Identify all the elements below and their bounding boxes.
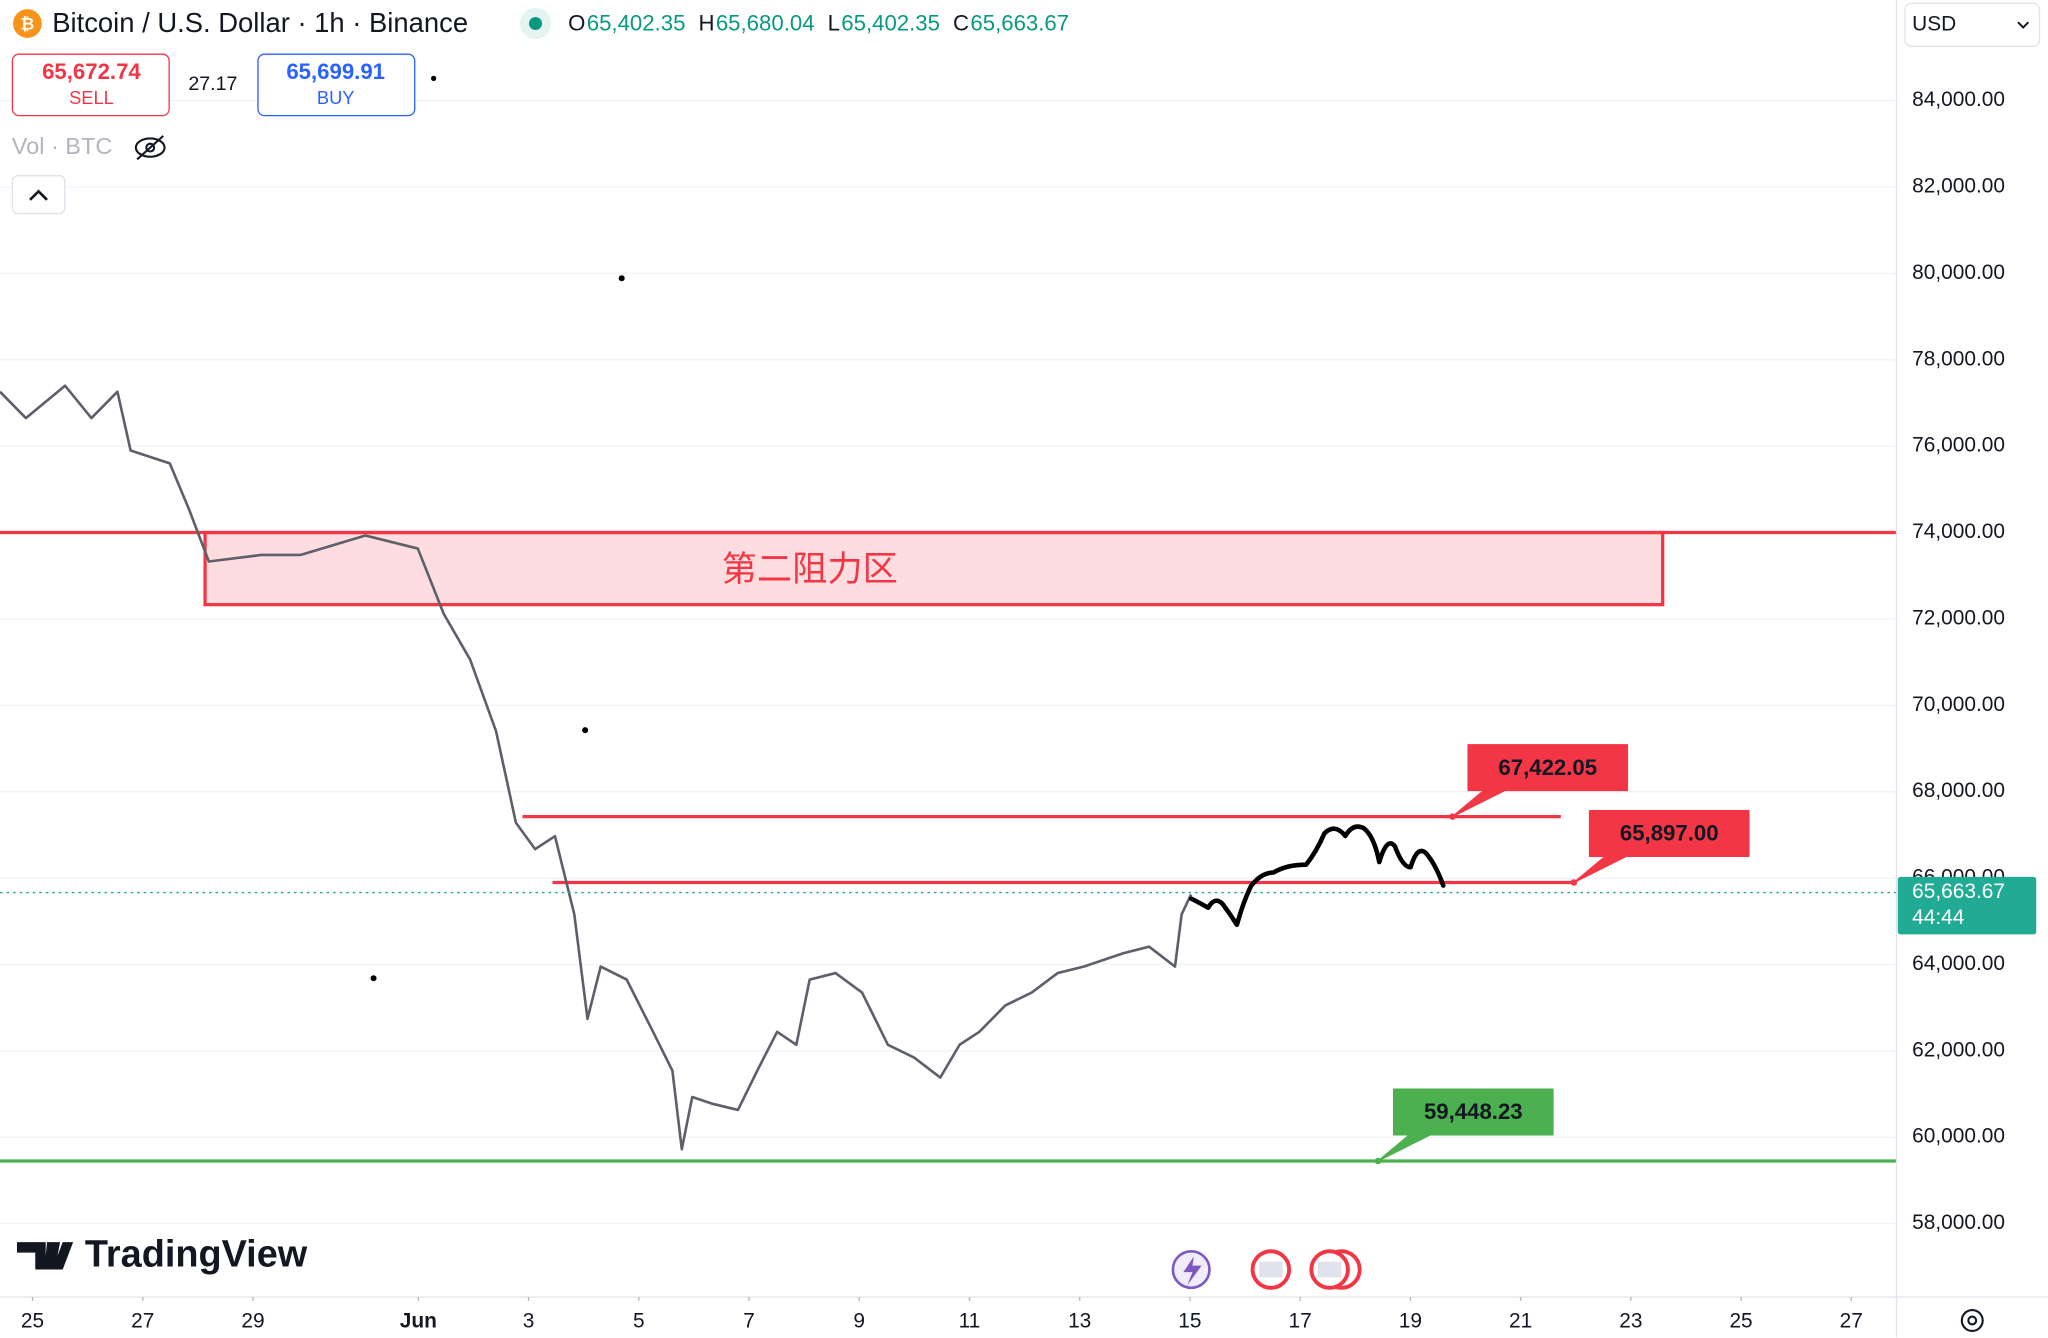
x-tick-label: 11 [959, 1309, 981, 1332]
currency-select[interactable] [1904, 2, 2041, 48]
y-tick-label: 68,000.00 [1912, 779, 2005, 802]
ohlc-value: 65,663.67 [970, 11, 1069, 36]
y-tick-label: 72,000.00 [1912, 606, 2005, 629]
y-tick-label: 82,000.00 [1912, 175, 2005, 198]
x-tick-label: 27 [131, 1309, 154, 1332]
buy-label: BUY [317, 87, 355, 108]
callout-label: 65,897.00 [1620, 821, 1719, 846]
flag [1259, 1261, 1283, 1278]
y-tick-label: 58,000.00 [1912, 1211, 2005, 1234]
x-tick-label: 13 [1068, 1309, 1091, 1332]
hide-icon[interactable] [134, 135, 166, 161]
y-tick-label: 60,000.00 [1912, 1125, 2005, 1148]
callout [1573, 810, 1750, 884]
callout-label: 59,448.23 [1424, 1099, 1523, 1124]
x-tick-label: 9 [853, 1309, 865, 1332]
zone-label: 第二阻力区 [722, 549, 898, 590]
market-status-dot [528, 16, 543, 31]
y-tick-label: 84,000.00 [1912, 88, 2005, 111]
price [0, 384, 1897, 1151]
axes: 58,000.0060,000.0062,000.0064,000.0066,0… [21, 88, 2037, 1332]
x-tick-label: 25 [1729, 1309, 1752, 1332]
callout [1377, 1088, 1554, 1162]
brand: TradingView [85, 1233, 308, 1275]
collapse-icon [29, 189, 48, 201]
ohlc-key: O [568, 11, 585, 36]
x-tick-label: 3 [523, 1309, 535, 1332]
events-glyph [1183, 1256, 1202, 1286]
sell-button[interactable] [11, 53, 170, 117]
spread: 27.17 [188, 73, 237, 95]
y-tick-label: 78,000.00 [1912, 347, 2005, 370]
countdown: 44:44 [1912, 906, 1964, 929]
dot [582, 727, 589, 734]
ohlc-value: 65,402.35 [587, 11, 686, 36]
zone [203, 530, 1665, 607]
buy-button[interactable] [257, 53, 416, 117]
settings-icon[interactable] [1960, 1308, 1984, 1332]
y-tick-label: 74,000.00 [1912, 520, 2005, 543]
x-tick-label: 17 [1289, 1309, 1312, 1332]
sell-price: 65,672.74 [42, 59, 141, 84]
btc-glyph: ₿ [21, 14, 35, 33]
grid [0, 99, 1897, 1225]
brand-logo [16, 1242, 74, 1270]
currency: USD [1912, 12, 1956, 35]
price-line [0, 384, 1193, 1151]
dot [618, 275, 625, 282]
ohlc-value: 65,680.04 [716, 11, 815, 36]
x-tick-label: Jun [400, 1309, 437, 1332]
y-tick-label: 70,000.00 [1912, 693, 2005, 716]
projection-sketch [1188, 824, 1446, 928]
collapse-button[interactable] [11, 175, 66, 215]
sell-label: SELL [69, 87, 114, 108]
x-tick-label: 29 [241, 1309, 264, 1332]
dot [431, 75, 437, 81]
drawings: 第二阻力区 67,422.05 65,897.00 59,448.23 [0, 530, 1897, 1165]
x-tick-label: 5 [633, 1309, 645, 1332]
flag [1317, 1261, 1342, 1278]
x-tick-label: 15 [1178, 1309, 1201, 1332]
ohlc-key: C [953, 11, 969, 36]
symbol-title: Bitcoin / U.S. Dollar · 1h · Binance [52, 7, 468, 38]
callout-label: 67,422.05 [1498, 755, 1597, 780]
y-tick-label: 64,000.00 [1912, 952, 2005, 975]
x-tick-label: 21 [1509, 1309, 1532, 1332]
last-price-label: 65,663.67 [1912, 880, 2005, 903]
callout [1451, 744, 1629, 818]
x-tick-label: 19 [1399, 1309, 1422, 1332]
ohlc-key: H [699, 11, 715, 36]
volume-label: Vol · BTC [12, 133, 113, 159]
ohlc-value: 65,402.35 [841, 11, 940, 36]
dropdown-arrow [2017, 21, 2030, 29]
buy-price: 65,699.91 [286, 59, 385, 84]
x-tick-label: 23 [1619, 1309, 1642, 1332]
x-tick-label: 25 [21, 1309, 44, 1332]
ohlc: O 65,402.35 H 65,680.04 L 65,402.35 C 65,663.67 [568, 11, 1069, 36]
x-tick-label: 27 [1840, 1309, 1863, 1332]
y-tick-label: 80,000.00 [1912, 261, 2005, 284]
dot [370, 975, 377, 982]
x-tick-label: 7 [743, 1309, 755, 1332]
settings-icon-core [1967, 1315, 1978, 1326]
last-price-box [1897, 876, 2037, 935]
btc-icon [13, 9, 42, 38]
y-tick-label: 76,000.00 [1912, 434, 2005, 457]
y-tick-label: 62,000.00 [1912, 1038, 2005, 1061]
ohlc-key: L [828, 11, 840, 36]
